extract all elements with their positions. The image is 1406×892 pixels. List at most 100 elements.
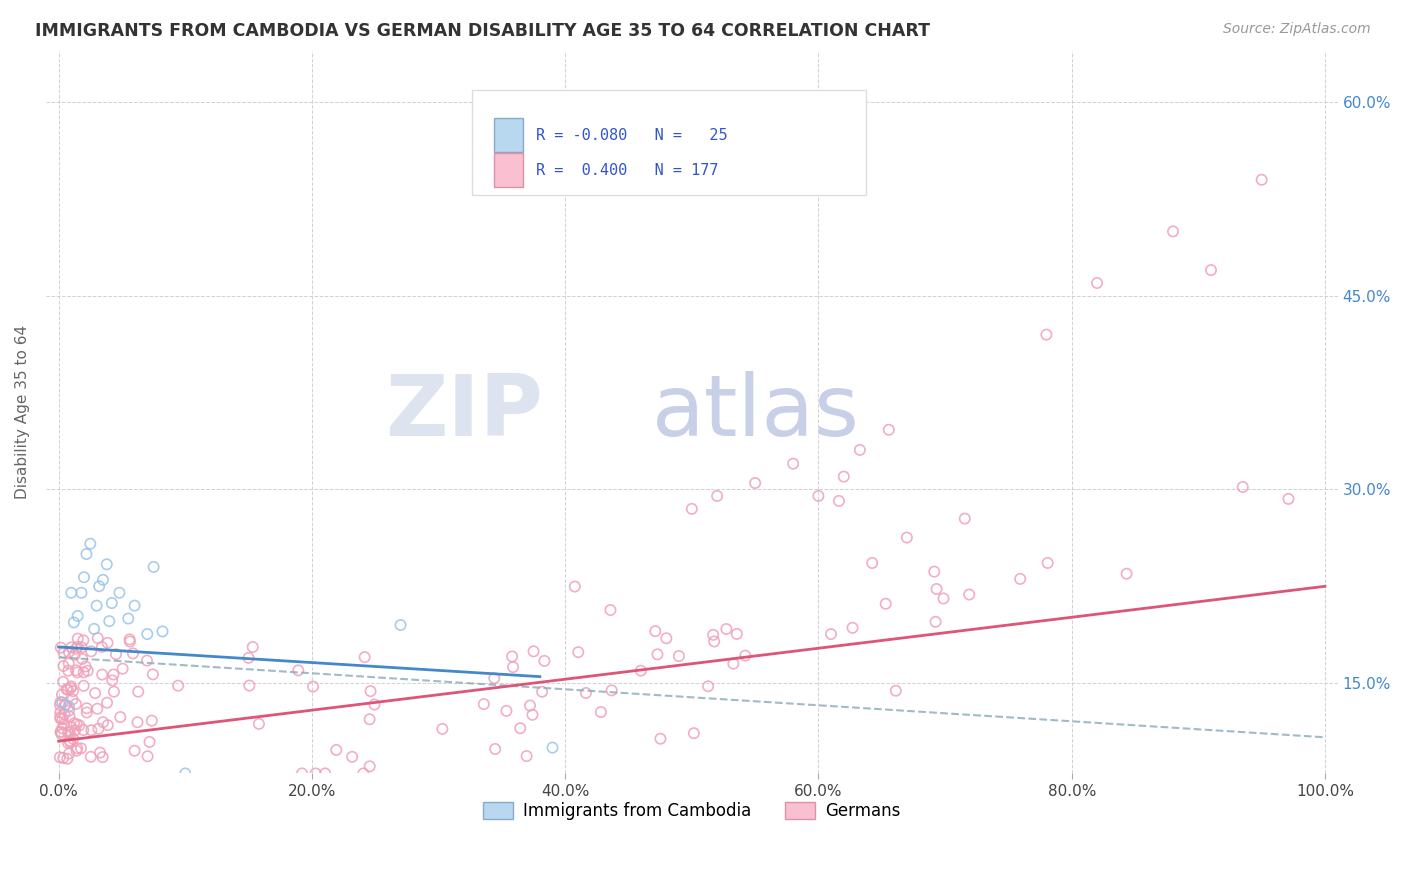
Text: R =  0.400   N = 177: R = 0.400 N = 177 (536, 162, 718, 178)
Point (84, 686, 107, 700)
Point (884, 683, 907, 698)
Point (80, 749, 103, 764)
Point (1250, 173, 1272, 187)
Point (56, 682, 79, 697)
Point (53, 707, 76, 722)
Point (52, 674, 75, 689)
Point (599, 603, 621, 617)
Text: R = -0.080   N =   25: R = -0.080 N = 25 (536, 128, 727, 143)
Point (706, 489, 728, 503)
Point (1085, 276, 1108, 290)
Point (359, 712, 381, 726)
Point (389, 618, 412, 632)
Point (519, 698, 541, 713)
Point (53, 698, 76, 712)
Point (63, 615, 86, 630)
Point (924, 615, 946, 629)
Point (1010, 572, 1032, 586)
Point (932, 591, 955, 606)
Point (96, 558, 118, 572)
Point (73, 665, 96, 680)
Point (86, 599, 108, 613)
Point (141, 714, 163, 728)
Point (49, 640, 72, 655)
Point (877, 423, 900, 437)
Point (509, 721, 531, 735)
Point (58, 699, 80, 714)
Point (103, 667, 125, 681)
Point (58, 747, 80, 761)
Point (291, 766, 314, 780)
Point (860, 556, 883, 570)
Point (136, 654, 159, 668)
Point (49, 706, 72, 720)
Point (782, 457, 804, 471)
Point (58, 664, 80, 678)
Point (734, 648, 756, 663)
Point (353, 650, 375, 665)
Point (83, 622, 105, 636)
Point (96, 636, 118, 650)
Point (98, 614, 121, 628)
Bar (494, 153, 523, 187)
Point (55, 682, 77, 697)
Point (138, 735, 160, 749)
Point (127, 715, 149, 730)
Point (89, 746, 111, 760)
Point (87, 722, 110, 736)
Y-axis label: Disability Age 35 to 64: Disability Age 35 to 64 (15, 325, 30, 500)
Point (1161, 224, 1184, 238)
Point (60, 640, 83, 655)
Point (51, 688, 73, 702)
Point (922, 565, 945, 579)
Point (63, 723, 86, 738)
Point (575, 686, 598, 700)
Point (56, 736, 79, 750)
Point (75, 659, 97, 673)
Point (1199, 263, 1222, 277)
Point (723, 657, 745, 671)
Point (86, 701, 108, 715)
Point (110, 710, 132, 724)
Point (72, 679, 94, 693)
Point (60, 586, 83, 600)
Point (51, 695, 73, 709)
Point (70, 640, 93, 655)
Point (567, 645, 589, 659)
Point (59, 728, 82, 742)
Point (495, 704, 517, 718)
Point (136, 749, 159, 764)
Point (49, 724, 72, 739)
Point (72, 633, 94, 648)
Point (849, 442, 872, 457)
Point (89, 579, 111, 593)
Point (52, 646, 75, 660)
Point (564, 580, 586, 594)
Point (820, 627, 842, 641)
Point (650, 731, 672, 746)
Point (832, 469, 855, 483)
Point (49, 712, 72, 726)
Point (118, 632, 141, 647)
Point (56, 725, 79, 739)
Point (124, 599, 146, 613)
Point (56, 752, 79, 766)
Point (70, 741, 93, 756)
Point (101, 596, 124, 610)
Point (472, 697, 495, 711)
Point (65, 663, 87, 677)
Point (725, 627, 748, 641)
Point (111, 662, 134, 676)
Point (49, 698, 72, 712)
Point (953, 511, 976, 525)
Point (80, 644, 103, 658)
Point (70, 586, 93, 600)
Point (152, 624, 174, 639)
Point (142, 560, 165, 574)
Point (63, 648, 86, 662)
Point (52, 751, 75, 765)
Point (91, 640, 114, 654)
Point (60, 720, 83, 734)
Point (896, 531, 918, 545)
Point (76, 547, 98, 561)
